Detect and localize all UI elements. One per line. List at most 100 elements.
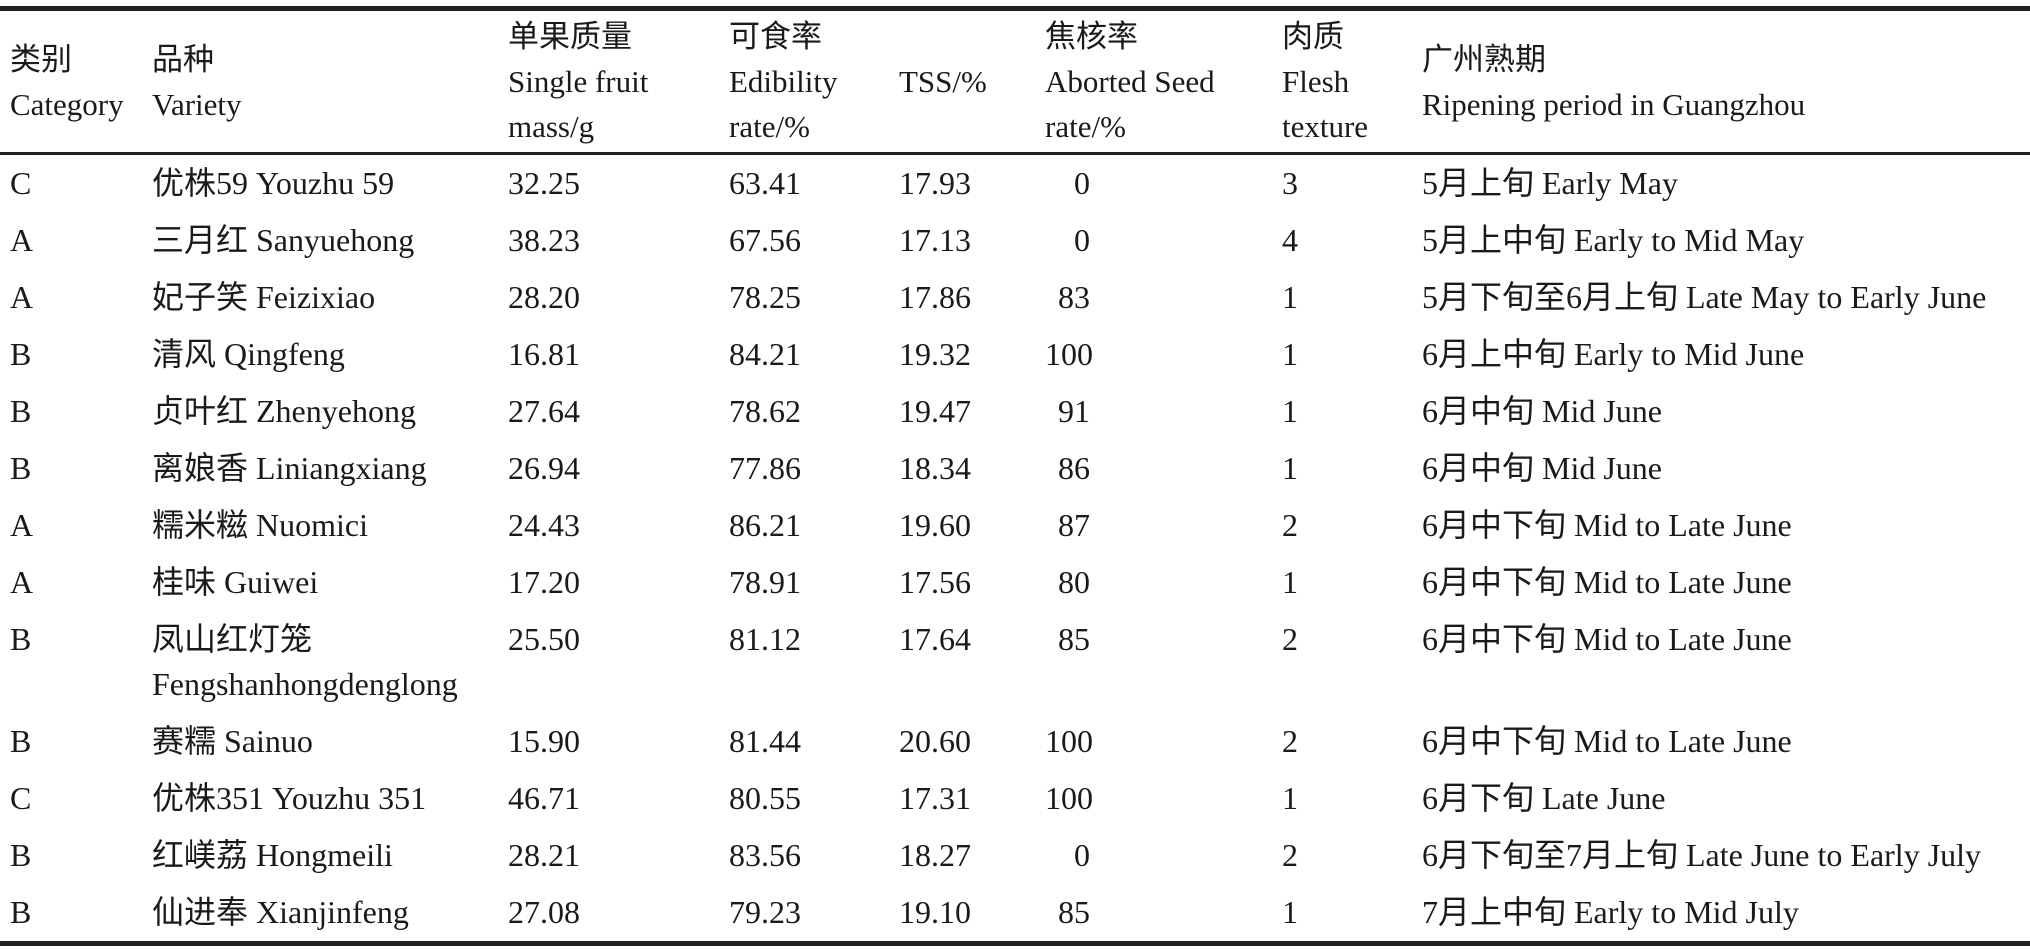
cell-category: B (10, 336, 32, 372)
cell-aborted-seed-rate: 86 (1058, 450, 1090, 486)
cell-single-fruit-mass: 28.20 (508, 279, 580, 315)
cell-tss: 19.10 (899, 894, 971, 930)
cell-category: B (10, 837, 32, 873)
cell-aborted-seed-rate: 87 (1058, 507, 1090, 543)
table-row: A 妃子笑 Feizixiao 28.20 78.25 17.86 83 1 5… (0, 269, 2030, 326)
cell-flesh-texture: 2 (1282, 837, 1298, 873)
cell-variety: 赛糯 Sainuo (152, 723, 313, 759)
cell-tss: 18.27 (899, 837, 971, 873)
cell-flesh-texture: 4 (1282, 222, 1298, 258)
cell-aborted-seed-rate: 85 (1058, 894, 1090, 930)
cell-edibility-rate: 78.25 (729, 279, 801, 315)
cell-ripening-period: 6月中下旬 Mid to Late June (1422, 564, 1792, 600)
cell-category: B (10, 723, 32, 759)
cell-single-fruit-mass: 32.25 (508, 165, 580, 201)
cell-aborted-seed-rate: 91 (1058, 393, 1090, 429)
cell-aborted-seed-rate: 80 (1058, 564, 1090, 600)
cell-ripening-period: 6月中下旬 Mid to Late June (1422, 621, 1792, 657)
cell-edibility-rate: 80.55 (729, 780, 801, 816)
table-body: C 优株59 Youzhu 59 32.25 63.41 17.93 0 3 5… (0, 154, 2030, 944)
table-row: A 糯米糍 Nuomici 24.43 86.21 19.60 87 2 6月中… (0, 497, 2030, 554)
cell-category: C (10, 780, 32, 816)
table-row: B 红嵄荔 Hongmeili 28.21 83.56 18.27 0 2 6月… (0, 827, 2030, 884)
cell-variety: 妃子笑 Feizixiao (152, 279, 376, 315)
cell-tss: 18.34 (899, 450, 971, 486)
cell-single-fruit-mass: 46.71 (508, 780, 580, 816)
cell-single-fruit-mass: 26.94 (508, 450, 580, 486)
cell-single-fruit-mass: 28.21 (508, 837, 580, 873)
column-header-flesh-texture: 肉质 Flesh texture (1275, 8, 1422, 155)
cell-ripening-period: 7月上中旬 Early to Mid July (1422, 894, 1799, 930)
cell-edibility-rate: 63.41 (729, 165, 801, 201)
cell-aborted-seed-rate: 100 (1045, 336, 1093, 372)
cell-variety: 桂味 Guiwei (152, 564, 319, 600)
cell-flesh-texture: 1 (1282, 393, 1298, 429)
cell-ripening-period: 6月中下旬 Mid to Late June (1422, 723, 1792, 759)
cell-flesh-texture: 1 (1282, 279, 1298, 315)
cell-category: B (10, 621, 32, 657)
cell-ripening-period: 6月下旬 Late June (1422, 780, 1666, 816)
cell-tss: 17.93 (899, 165, 971, 201)
cell-ripening-period: 6月中旬 Mid June (1422, 393, 1663, 429)
cell-aborted-seed-rate: 0 (1074, 222, 1090, 258)
cell-variety: 优株59 Youzhu 59 (152, 165, 395, 201)
table-row: A 桂味 Guiwei 17.20 78.91 17.56 80 1 6月中下旬… (0, 554, 2030, 611)
table-row: B 赛糯 Sainuo 15.90 81.44 20.60 100 2 6月中下… (0, 713, 2030, 770)
cell-flesh-texture: 2 (1282, 507, 1298, 543)
cell-flesh-texture: 3 (1282, 165, 1298, 201)
cell-ripening-period: 6月上中旬 Early to Mid June (1422, 336, 1805, 372)
cell-flesh-texture: 1 (1282, 894, 1298, 930)
column-header-aborted-seed-rate: 焦核率 Aborted Seed rate/% (1045, 8, 1275, 155)
cell-variety: 糯米糍 Nuomici (152, 507, 368, 543)
cell-edibility-rate: 83.56 (729, 837, 801, 873)
cell-variety: 三月红 Sanyuehong (152, 222, 415, 258)
cell-single-fruit-mass: 27.64 (508, 393, 580, 429)
cell-category: A (10, 507, 34, 543)
cell-variety: 离娘香 Liniangxiang (152, 450, 427, 486)
cell-flesh-texture: 1 (1282, 450, 1298, 486)
lychee-variety-table: 类别 Category 品种 Variety 单果质量 Single fruit… (0, 6, 2030, 946)
cell-edibility-rate: 86.21 (729, 507, 801, 543)
cell-tss: 17.31 (899, 780, 971, 816)
cell-flesh-texture: 2 (1282, 723, 1298, 759)
cell-variety: 仙进奉 Xianjinfeng (152, 894, 409, 930)
table-row: B 贞叶红 Zhenyehong 27.64 78.62 19.47 91 1 … (0, 383, 2030, 440)
cell-ripening-period: 6月中旬 Mid June (1422, 450, 1663, 486)
cell-variety: 清风 Qingfeng (152, 336, 345, 372)
column-header-category: 类别 Category (0, 8, 140, 155)
cell-ripening-period: 6月下旬至7月上旬 Late June to Early July (1422, 837, 1982, 873)
cell-category: B (10, 450, 32, 486)
table-row: A 三月红 Sanyuehong 38.23 67.56 17.13 0 4 5… (0, 212, 2030, 269)
cell-edibility-rate: 79.23 (729, 894, 801, 930)
cell-tss: 20.60 (899, 723, 971, 759)
cell-category: A (10, 222, 34, 258)
cell-variety: 凤山红灯笼 Fengshanhongdenglong (152, 621, 458, 702)
cell-edibility-rate: 78.62 (729, 393, 801, 429)
cell-tss: 19.47 (899, 393, 971, 429)
column-header-single-fruit-mass: 单果质量 Single fruit mass/g (505, 8, 727, 155)
table-row: B 离娘香 Liniangxiang 26.94 77.86 18.34 86 … (0, 440, 2030, 497)
column-header-ripening-period: 广州熟期 Ripening period in Guangzhou (1422, 8, 2030, 155)
cell-category: B (10, 393, 32, 429)
cell-edibility-rate: 81.44 (729, 723, 801, 759)
cell-flesh-texture: 1 (1282, 564, 1298, 600)
cell-tss: 17.56 (899, 564, 971, 600)
cell-aborted-seed-rate: 83 (1058, 279, 1090, 315)
header-row: 类别 Category 品种 Variety 单果质量 Single fruit… (0, 8, 2030, 155)
cell-single-fruit-mass: 38.23 (508, 222, 580, 258)
cell-tss: 19.60 (899, 507, 971, 543)
cell-tss: 17.64 (899, 621, 971, 657)
cell-category: C (10, 165, 32, 201)
cell-variety: 优株351 Youzhu 351 (152, 780, 427, 816)
cell-edibility-rate: 84.21 (729, 336, 801, 372)
cell-aborted-seed-rate: 100 (1045, 723, 1093, 759)
cell-tss: 19.32 (899, 336, 971, 372)
cell-edibility-rate: 78.91 (729, 564, 801, 600)
cell-category: A (10, 564, 34, 600)
column-header-edibility-rate: 可食率 Edibility rate/% (727, 8, 899, 155)
cell-flesh-texture: 1 (1282, 336, 1298, 372)
table-row: C 优株351 Youzhu 351 46.71 80.55 17.31 100… (0, 770, 2030, 827)
cell-category: B (10, 894, 32, 930)
cell-flesh-texture: 1 (1282, 780, 1298, 816)
table-row: B 仙进奉 Xianjinfeng 27.08 79.23 19.10 85 1… (0, 884, 2030, 944)
